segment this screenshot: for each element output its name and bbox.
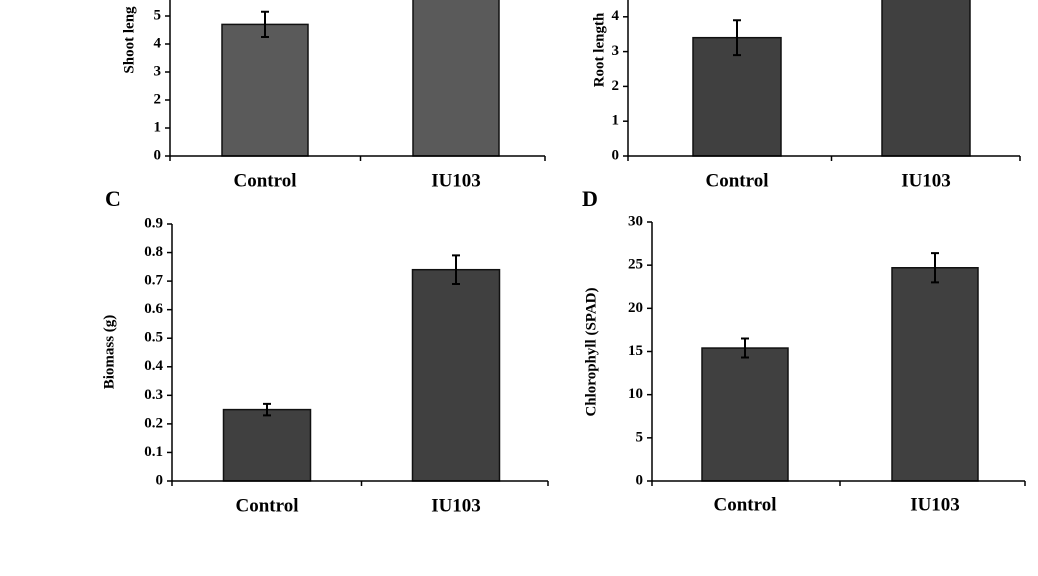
y-tick-label: 4 <box>154 35 162 51</box>
y-tick-label: 0 <box>156 472 164 488</box>
y-tick-label: 5 <box>154 7 162 23</box>
y-axis-label: Root length <box>591 12 607 87</box>
y-tick-label: 0.8 <box>144 244 163 260</box>
bar <box>891 267 979 482</box>
x-tick-label: Control <box>714 494 777 515</box>
bar <box>412 0 500 157</box>
y-tick-label: 0.7 <box>144 273 163 289</box>
error-bar <box>733 19 741 57</box>
y-tick-label: 4 <box>612 8 620 24</box>
x-tick-label: IU103 <box>901 170 951 191</box>
y-axis-label: Shoot leng <box>121 6 137 74</box>
bar <box>222 408 312 482</box>
y-tick-label: 0.6 <box>144 301 163 317</box>
x-tick-label: IU103 <box>910 494 960 515</box>
x-tick-label: IU103 <box>431 170 481 191</box>
x-tick-label: Control <box>234 170 297 191</box>
y-tick-label: 0.3 <box>144 387 163 403</box>
error-bar <box>261 10 269 38</box>
bar <box>411 268 501 482</box>
bar <box>692 36 782 157</box>
error-bar <box>741 337 749 359</box>
y-tick-label: 0.2 <box>144 415 163 431</box>
y-tick-label: 2 <box>154 91 162 107</box>
y-tick-label: 0 <box>154 147 162 163</box>
y-tick-label: 3 <box>154 63 162 79</box>
x-tick-label: Control <box>236 495 299 516</box>
error-bar <box>452 254 460 285</box>
y-tick-label: 0 <box>636 472 644 488</box>
y-axis-label: Biomass (g) <box>101 315 117 390</box>
y-tick-label: 0.1 <box>144 444 163 460</box>
y-tick-label: 0 <box>612 147 620 163</box>
y-axis-label: Chlorophyll (SPAD) <box>583 287 599 416</box>
y-tick-label: 0.5 <box>144 330 163 346</box>
y-tick-label: 1 <box>154 119 162 135</box>
y-tick-label: 2 <box>612 78 620 94</box>
y-tick-label: 1 <box>612 113 620 129</box>
y-tick-label: 0.4 <box>144 358 163 374</box>
x-tick-label: Control <box>706 170 769 191</box>
bar <box>221 23 309 157</box>
panel-label: C <box>105 186 121 211</box>
y-tick-label: 5 <box>636 429 644 445</box>
y-tick-label: 20 <box>628 300 643 316</box>
y-tick-label: 30 <box>628 213 643 229</box>
x-tick-label: IU103 <box>431 495 481 516</box>
error-bar <box>931 252 939 284</box>
error-bar <box>263 402 271 417</box>
y-tick-label: 25 <box>628 257 643 273</box>
y-tick-label: 0.9 <box>144 215 163 231</box>
bar <box>701 347 789 482</box>
y-tick-label: 15 <box>628 343 643 359</box>
bar <box>881 0 971 157</box>
panel-label: D <box>582 186 598 211</box>
y-tick-label: 10 <box>628 386 643 402</box>
y-tick-label: 3 <box>612 43 620 59</box>
